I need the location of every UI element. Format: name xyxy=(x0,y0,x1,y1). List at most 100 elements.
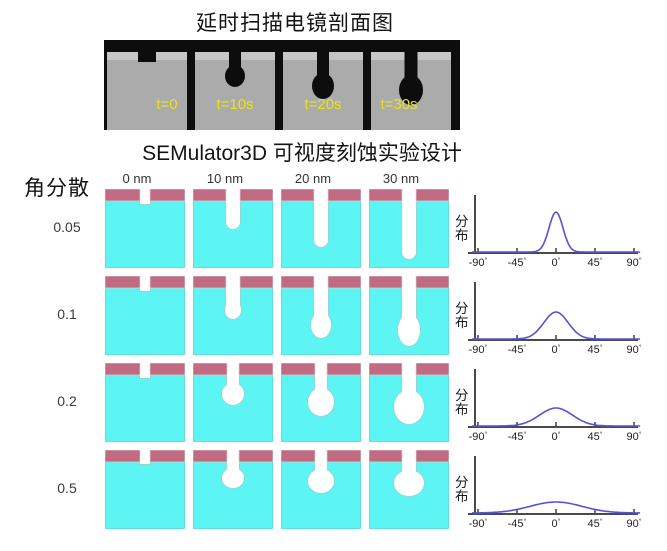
mask-bar-right xyxy=(149,363,185,376)
etch-profile-cell xyxy=(369,276,449,355)
mask-bar-left xyxy=(193,363,228,376)
x-tick-label: 45° xyxy=(587,518,602,531)
col-header: 0 nm xyxy=(122,171,152,186)
etch-profile-cell xyxy=(281,450,361,529)
x-tick-label: -90° xyxy=(469,518,488,531)
etch-profile-cell xyxy=(281,363,361,442)
sem-etch-shape xyxy=(138,50,156,62)
substrate xyxy=(105,374,185,442)
etch-profile-cell xyxy=(281,276,361,355)
sem-time-label: t=30s xyxy=(380,96,417,113)
x-tick-label: -45° xyxy=(508,257,527,270)
x-tick-label: -45° xyxy=(508,344,527,357)
sem-panel: t=0 xyxy=(107,50,187,130)
mask-bar-right xyxy=(238,363,273,376)
mask-bar-left xyxy=(281,450,316,463)
mask-bar-left xyxy=(105,276,141,289)
distribution-curve xyxy=(471,501,641,514)
distribution-plot: 分布 -90° -45° 0° 45° 90° xyxy=(455,282,642,357)
x-tick-label: -90° xyxy=(469,431,488,444)
etch-profile-cell xyxy=(369,363,449,442)
mask-bar-left xyxy=(369,189,403,202)
x-tick-label: 0° xyxy=(552,431,561,444)
etch-profile-cell xyxy=(105,276,185,355)
mask-bar-left xyxy=(369,450,403,463)
mask-bar-left xyxy=(193,276,227,289)
row-axis-label: 角分散 xyxy=(24,177,90,200)
row-dispersion-label: 0.2 xyxy=(57,393,77,409)
mask-bar-left xyxy=(193,450,228,463)
x-tick-label: -45° xyxy=(508,431,527,444)
sem-time-label: t=20s xyxy=(304,96,341,113)
x-tick-label: 90° xyxy=(626,344,641,357)
etch-profile-cell xyxy=(369,450,449,529)
etch-profile-cell xyxy=(193,363,273,442)
x-tick-label: 45° xyxy=(587,344,602,357)
x-tick-label: 0° xyxy=(552,257,561,270)
plot-ylabel: 分布 xyxy=(455,301,469,330)
mask-bar-left xyxy=(281,189,315,202)
mask-bar-right xyxy=(415,450,449,463)
x-tick-label: 45° xyxy=(587,431,602,444)
x-tick-label: 45° xyxy=(587,257,602,270)
mask-bar-right xyxy=(239,189,273,202)
etch-profile-cell xyxy=(105,450,185,529)
mask-bar-left xyxy=(193,189,227,202)
plot-ylabel: 分布 xyxy=(455,475,469,504)
sem-image: t=0 t=10s t=20s t=30s xyxy=(104,40,460,130)
sem-etch-bulb xyxy=(312,73,334,99)
mask-bar-right xyxy=(327,189,361,202)
x-tick-label: 0° xyxy=(552,518,561,531)
sem-time-label: t=0 xyxy=(156,96,177,113)
distribution-curve xyxy=(471,407,641,427)
substrate xyxy=(105,461,185,529)
etch-profile-cell xyxy=(193,450,273,529)
x-tick-label: -90° xyxy=(469,344,488,357)
mask-bar-left xyxy=(369,276,403,289)
sem-etch-bulb xyxy=(399,75,423,105)
mask-bar-right xyxy=(149,276,185,289)
sem-time-label: t=10s xyxy=(216,96,253,113)
x-tick-label: -90° xyxy=(469,257,488,270)
distribution-plot: 分布 -90° -45° 0° 45° 90° xyxy=(455,369,642,444)
mask-bar-left xyxy=(105,189,141,202)
plot-ylabel: 分布 xyxy=(455,214,469,243)
mask-bar-left xyxy=(281,363,316,376)
substrate xyxy=(105,200,185,268)
mask-bar-right xyxy=(326,363,361,376)
col-header: 20 nm xyxy=(294,171,332,186)
mask-bar-left xyxy=(369,363,403,376)
etch-profile-cell xyxy=(369,189,449,268)
plot-ylabel: 分布 xyxy=(455,388,469,417)
etch-profile-cell xyxy=(105,363,185,442)
mask-bar-right xyxy=(415,276,449,289)
x-tick-label: 90° xyxy=(626,257,641,270)
sem-section-title: 延时扫描电镜剖面图 xyxy=(196,12,394,35)
mask-bar-right xyxy=(238,450,273,463)
distribution-plot: 分布 -90° -45° 0° 45° 90° xyxy=(455,456,642,531)
distribution-curve xyxy=(471,211,641,253)
col-header: 30 nm xyxy=(382,171,420,186)
etch-profile-cell xyxy=(193,189,273,268)
col-header: 10 nm xyxy=(206,171,244,186)
row-dispersion-label: 0.05 xyxy=(53,219,81,235)
etch-profile-cell xyxy=(281,189,361,268)
mask-bar-right xyxy=(239,276,273,289)
distribution-curve xyxy=(471,311,641,340)
mask-bar-right xyxy=(326,450,361,463)
etch-profile-cell xyxy=(193,276,273,355)
x-tick-label: -45° xyxy=(508,518,527,531)
mask-bar-right xyxy=(415,363,449,376)
x-tick-label: 90° xyxy=(626,431,641,444)
mask-bar-right xyxy=(149,450,185,463)
x-tick-label: 90° xyxy=(626,518,641,531)
sem-etch-bulb xyxy=(225,65,245,87)
sim-section-title: SEMulator3D 可视度刻蚀实验设计 xyxy=(142,142,462,165)
mask-bar-left xyxy=(105,450,141,463)
sem-panel: t=20s xyxy=(283,50,363,130)
mask-bar-left xyxy=(105,363,141,376)
mask-bar-right xyxy=(415,189,449,202)
row-dispersion-label: 0.5 xyxy=(57,480,77,496)
mask-bar-right xyxy=(149,189,185,202)
